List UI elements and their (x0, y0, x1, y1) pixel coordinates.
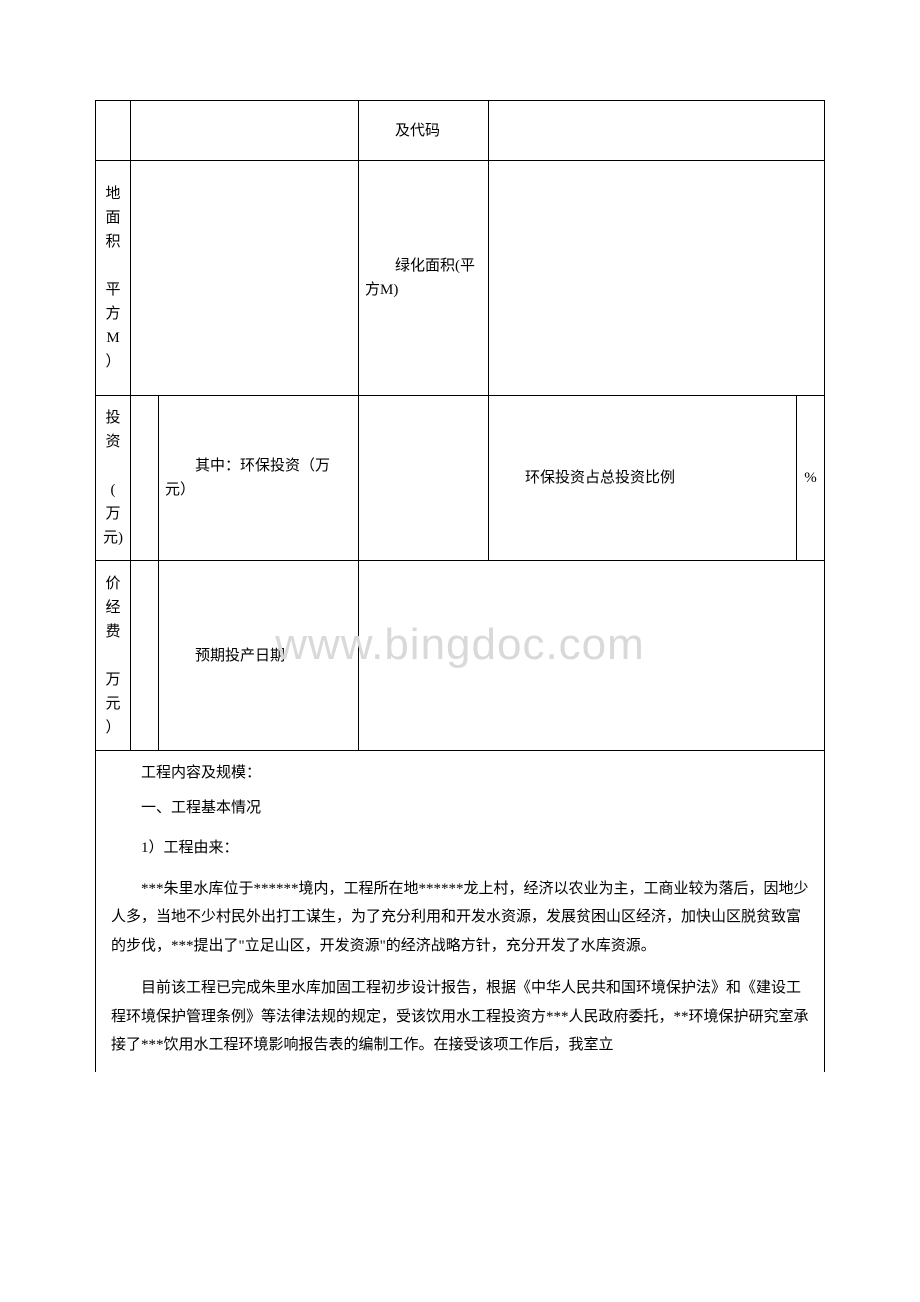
row3-col3-label: 其中：环保投资（万元） (159, 396, 359, 561)
form-table: 及代码 地 面 积 平 方 M ） 绿化面积(平方M) (95, 100, 825, 1072)
row4-label: 价 经 费 万 元 ） (96, 561, 131, 751)
row3-col6: % (797, 396, 825, 561)
row3-col2 (131, 396, 159, 561)
section-title: 一、工程基本情况 (111, 794, 809, 823)
row4-col3-label: 预期投产日期 (159, 561, 359, 751)
row2-col3-label: 绿化面积(平方M) (359, 161, 489, 396)
row2-col4 (489, 161, 825, 396)
row2-col2 (131, 161, 359, 396)
row4-col2 (131, 561, 159, 751)
table-row: 及代码 (96, 101, 825, 161)
body-content-cell: 工程内容及规模： 一、工程基本情况 1）工程由来： ***朱里水库位于*****… (96, 751, 825, 1072)
row2-label: 地 面 积 平 方 M ） (96, 161, 131, 396)
table-row: 投 资 ( 万 元) 其中：环保投资（万元） 环保投资占总投资比例 % (96, 396, 825, 561)
body-heading: 工程内容及规模： (111, 759, 809, 788)
row1-col2 (131, 101, 359, 161)
table-row: 工程内容及规模： 一、工程基本情况 1）工程由来： ***朱里水库位于*****… (96, 751, 825, 1072)
row3-col4 (359, 396, 489, 561)
row4-col4 (359, 561, 825, 751)
row3-label: 投 资 ( 万 元) (96, 396, 131, 561)
table-row: 价 经 费 万 元 ） 预期投产日期 (96, 561, 825, 751)
table-row: 地 面 积 平 方 M ） 绿化面积(平方M) (96, 161, 825, 396)
row1-col4 (489, 101, 825, 161)
document-page: 及代码 地 面 积 平 方 M ） 绿化面积(平方M) (0, 0, 920, 1122)
paragraph: ***朱里水库位于******境内，工程所在地******龙上村，经济以农业为主… (111, 875, 809, 961)
paragraph: 目前该工程已完成朱里水库加固工程初步设计报告，根据《中华人民共和国环境保护法》和… (111, 974, 809, 1060)
item-title: 1）工程由来： (111, 834, 809, 863)
row3-col5-label: 环保投资占总投资比例 (489, 396, 797, 561)
row1-label (96, 101, 131, 161)
row1-col3-label: 及代码 (359, 101, 489, 161)
